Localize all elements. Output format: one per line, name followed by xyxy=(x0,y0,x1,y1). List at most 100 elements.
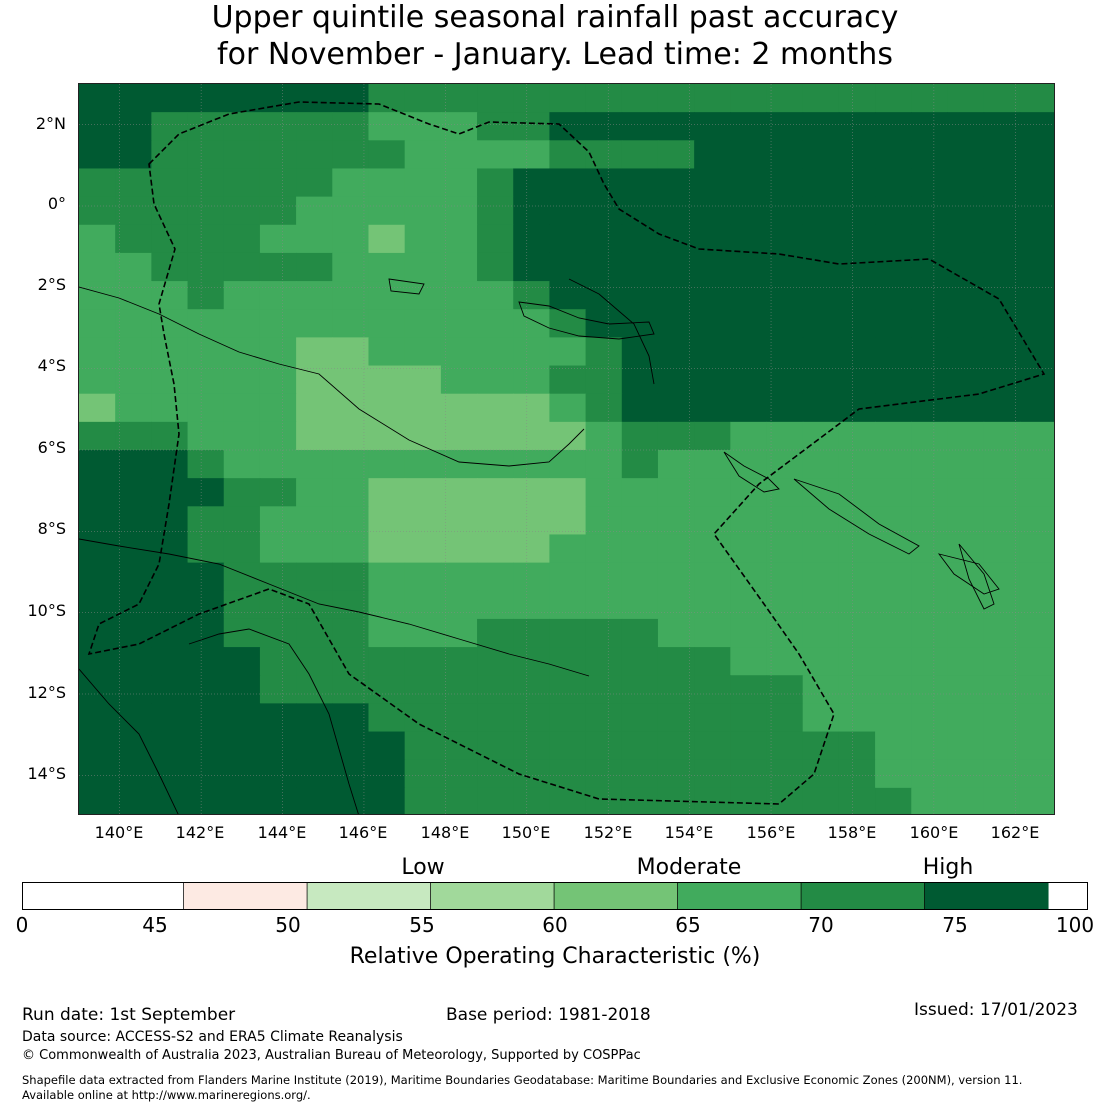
roc-cell xyxy=(404,224,442,254)
roc-cell xyxy=(838,534,876,564)
roc-cell xyxy=(151,590,189,620)
roc-cell xyxy=(259,703,297,733)
roc-cell xyxy=(911,590,949,620)
roc-cell xyxy=(983,421,1021,451)
roc-cell xyxy=(983,140,1021,170)
roc-cell xyxy=(875,309,912,338)
roc-cell xyxy=(368,393,406,423)
lat-label: 14°S xyxy=(27,764,66,783)
roc-cell xyxy=(440,168,478,198)
colorbar-segment xyxy=(677,883,802,909)
roc-cell xyxy=(513,168,551,198)
roc-cell xyxy=(368,309,406,338)
roc-cell xyxy=(875,759,912,789)
roc-cell xyxy=(657,393,695,423)
roc-cell xyxy=(368,84,406,113)
roc-cell xyxy=(983,759,1021,789)
roc-cell xyxy=(838,759,876,789)
roc-cell xyxy=(404,252,442,282)
roc-cell xyxy=(513,112,551,141)
roc-cell xyxy=(1019,647,1054,676)
roc-cell xyxy=(585,759,623,789)
roc-cell xyxy=(477,224,514,254)
roc-cell xyxy=(259,224,297,254)
roc-cell xyxy=(259,787,297,814)
roc-cell xyxy=(151,393,189,423)
roc-cell xyxy=(838,168,876,198)
roc-cell xyxy=(1019,112,1054,141)
roc-cell xyxy=(838,337,876,367)
roc-cell xyxy=(187,393,225,423)
roc-cell xyxy=(115,731,152,761)
roc-cell xyxy=(766,562,804,592)
png-north-coast xyxy=(79,286,585,467)
roc-cell xyxy=(332,112,370,141)
roc-cell xyxy=(513,731,551,761)
roc-cell xyxy=(151,365,189,395)
roc-cell xyxy=(875,140,912,170)
roc-cell xyxy=(585,84,623,113)
roc-cell xyxy=(802,534,840,564)
roc-cell xyxy=(802,590,840,620)
roc-cell xyxy=(549,731,587,761)
roc-cell xyxy=(187,309,225,338)
roc-cell xyxy=(115,675,152,704)
roc-cell xyxy=(802,450,840,479)
roc-cell xyxy=(513,450,551,479)
lat-label: 8°S xyxy=(37,519,66,538)
roc-cell xyxy=(983,787,1021,814)
roc-cell xyxy=(296,309,333,338)
roc-cell xyxy=(983,393,1021,423)
roc-cell xyxy=(983,675,1021,704)
roc-cell xyxy=(911,337,949,367)
roc-cell xyxy=(694,478,731,507)
roc-cell xyxy=(151,421,189,451)
roc-cell xyxy=(549,365,587,395)
roc-cell xyxy=(296,112,333,141)
roc-cell xyxy=(404,618,442,648)
bougainville-coast xyxy=(723,451,780,493)
roc-cell xyxy=(730,590,768,620)
roc-cell xyxy=(187,112,225,141)
colorbar-tick-label: 0 xyxy=(15,913,29,937)
roc-cell xyxy=(259,618,297,648)
roc-cell xyxy=(585,168,623,198)
roc-cell xyxy=(875,252,912,282)
roc-cell xyxy=(477,393,514,423)
roc-cell xyxy=(79,534,116,564)
roc-cell xyxy=(477,562,514,592)
roc-cell xyxy=(730,337,768,367)
roc-cell xyxy=(477,590,514,620)
roc-cell xyxy=(1019,787,1054,814)
lat-label: 12°S xyxy=(27,683,66,702)
map-title-line-2: for November - January. Lead time: 2 mon… xyxy=(217,37,893,72)
roc-cell xyxy=(947,393,985,423)
roc-cell xyxy=(259,112,297,141)
roc-cell xyxy=(79,731,116,761)
roc-cell xyxy=(332,309,370,338)
roc-cell xyxy=(947,647,985,676)
roc-cell xyxy=(875,731,912,761)
roc-cell xyxy=(947,759,985,789)
roc-cell xyxy=(875,506,912,536)
roc-cell xyxy=(440,140,478,170)
roc-cell xyxy=(657,506,695,536)
roc-cell xyxy=(440,675,478,704)
roc-cell xyxy=(549,281,587,310)
roc-cell xyxy=(947,421,985,451)
roc-cell xyxy=(911,647,949,676)
roc-cell xyxy=(947,140,985,170)
roc-cell xyxy=(766,365,804,395)
roc-cell xyxy=(1019,281,1054,310)
roc-cell xyxy=(223,787,261,814)
roc-cell xyxy=(730,759,768,789)
lat-label: 4°S xyxy=(37,356,66,375)
roc-cell xyxy=(875,281,912,310)
roc-cell xyxy=(115,84,152,113)
roc-cell xyxy=(368,787,406,814)
roc-cell xyxy=(513,675,551,704)
roc-cell xyxy=(585,421,623,451)
roc-cell xyxy=(1019,618,1054,648)
roc-cell xyxy=(694,168,731,198)
roc-cell xyxy=(368,506,406,536)
